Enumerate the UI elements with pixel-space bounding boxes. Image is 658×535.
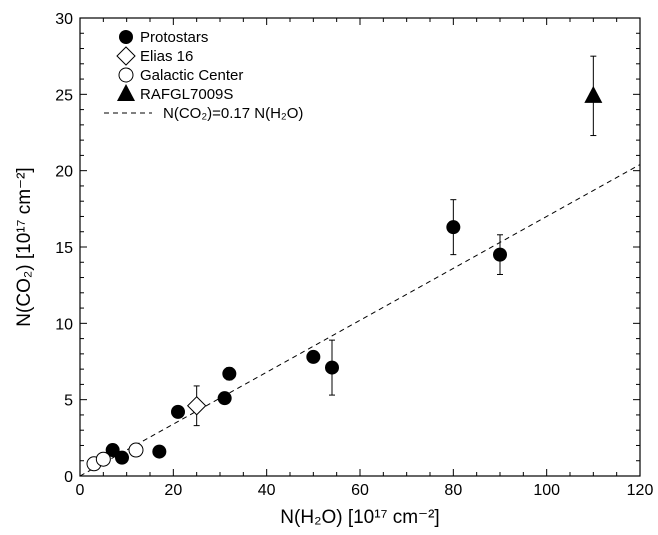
y-tick-label: 10 (55, 316, 73, 333)
legend-marker-filled-triangle (117, 84, 135, 101)
data-point-filled-circle (222, 366, 237, 381)
y-tick-label: 0 (64, 469, 73, 486)
data-point-open-circle (128, 442, 144, 458)
data-point-open-diamond (186, 396, 207, 416)
legend-marker-open-diamond (116, 46, 136, 66)
legend-fit-label: N(CO₂)=0.17 N(H₂O) (163, 105, 303, 122)
data-point-filled-circle (306, 349, 321, 364)
data-markers (86, 85, 603, 472)
x-tick-label: 40 (258, 482, 276, 499)
axis-ticks: 0 20 40 60 80 100 120 0 5 10 15 20 25 30 (55, 11, 653, 499)
legend-label: Elias 16 (140, 48, 193, 65)
y-tick-label: 25 (55, 87, 73, 104)
x-tick-label: 120 (627, 482, 654, 499)
y-tick-label: 30 (55, 11, 73, 28)
data-point-filled-circle (325, 360, 339, 375)
data-point-filled-circle (152, 444, 167, 459)
x-tick-label: 20 (164, 482, 182, 499)
data-point-filled-triangle (584, 85, 603, 103)
data-point-filled-circle (105, 443, 120, 458)
data-point-filled-circle (171, 404, 185, 419)
data-point-filled-circle (493, 247, 507, 262)
legend-label: RAFGL7009S (140, 86, 233, 103)
x-tick-label: 60 (351, 482, 369, 499)
legend-marker-open-circle (118, 67, 134, 83)
data-point-filled-circle (217, 391, 232, 406)
fit-line-group (79, 164, 641, 477)
x-tick-label: 0 (76, 482, 85, 499)
x-axis-title: N(H₂O) [10¹⁷ cm⁻²] (280, 507, 439, 528)
x-tick-label: 100 (533, 482, 560, 499)
x-tick-label: 80 (444, 482, 462, 499)
legend-marker-filled-circle (119, 30, 133, 44)
y-tick-label: 5 (64, 393, 73, 410)
legend-label: Protostars (140, 29, 208, 46)
y-axis-title: N(CO₂) [10¹⁷ cm⁻²] (14, 167, 35, 326)
fit-line (79, 164, 641, 477)
legend-label: Galactic Center (140, 67, 243, 84)
y-tick-label: 20 (55, 164, 73, 181)
data-point-filled-circle (115, 450, 129, 465)
legend: Protostars Elias 16 Galactic Center RAFGL70… (104, 29, 303, 122)
data-point-filled-circle (446, 220, 461, 235)
y-tick-label: 15 (55, 240, 73, 257)
data-point-open-circle (95, 451, 111, 467)
